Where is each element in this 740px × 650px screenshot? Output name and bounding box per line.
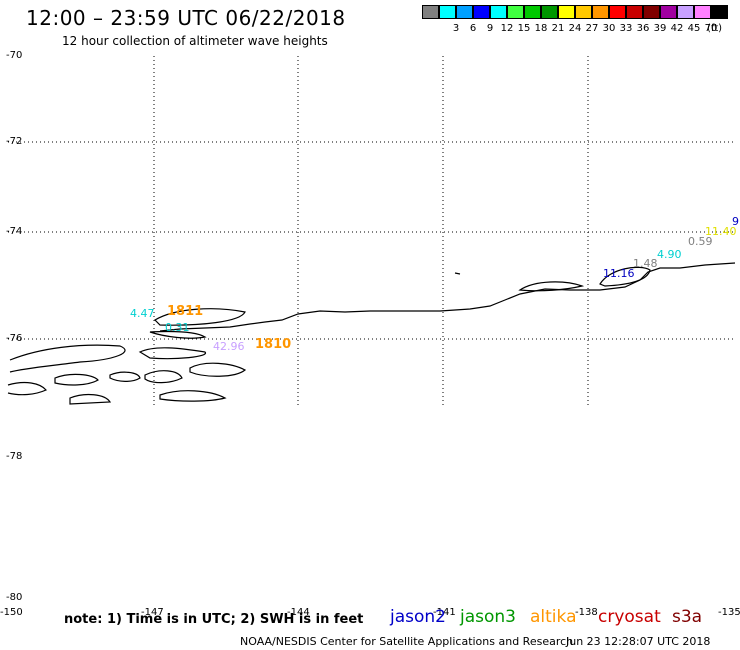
lat-label: -72	[6, 136, 23, 147]
lon-label: -144	[287, 607, 310, 618]
wave-height-label: 0.59	[688, 235, 713, 248]
color-swatch	[575, 5, 592, 19]
color-scale-label: 15	[517, 23, 531, 34]
lat-label: -76	[6, 333, 23, 344]
lat-label: -78	[6, 451, 23, 462]
color-scale-label: 45	[687, 23, 701, 34]
legend-s3a: s3a	[672, 607, 703, 627]
color-swatch	[643, 5, 660, 19]
color-swatch	[558, 5, 575, 19]
color-scale-label: 21	[551, 23, 565, 34]
color-scale-label: 24	[568, 23, 582, 34]
wave-height-label: 4.90	[657, 248, 682, 261]
color-swatch	[490, 5, 507, 19]
generation-timestamp: Jun 23 12:28:07 UTC 2018	[566, 635, 711, 648]
color-swatch	[626, 5, 643, 19]
color-scale-label: 9	[486, 23, 494, 34]
lat-label: -74	[6, 226, 23, 237]
color-swatch	[456, 5, 473, 19]
color-scale-label: 6	[469, 23, 477, 34]
footer-note: note: 1) Time is in UTC; 2) SWH is in fe…	[64, 612, 364, 627]
wave-height-label: 4.47	[130, 307, 155, 320]
wave-height-label: 11.40	[705, 225, 737, 238]
lat-label: -70	[6, 50, 23, 61]
color-scale-label: 42	[670, 23, 684, 34]
legend-jason3: jason3	[460, 607, 516, 627]
wave-height-label: 1.48	[633, 257, 658, 270]
legend-altika: altika	[530, 607, 577, 627]
color-swatch	[592, 5, 609, 19]
coastline	[7, 262, 736, 405]
wave-time-label: 1810	[255, 337, 292, 352]
color-swatch	[524, 5, 541, 19]
credit-line: NOAA/NESDIS Center for Satellite Applica…	[240, 635, 574, 648]
color-swatch	[694, 5, 711, 19]
color-scale-label: 30	[602, 23, 616, 34]
color-swatch	[711, 5, 728, 19]
wave-height-label: 9	[732, 215, 739, 228]
color-scale-label: 3	[452, 23, 460, 34]
color-swatch	[609, 5, 626, 19]
color-scale-label: 39	[653, 23, 667, 34]
lon-label: -150	[0, 607, 23, 618]
color-swatch	[507, 5, 524, 19]
color-swatch	[473, 5, 490, 19]
lon-label: -141	[433, 607, 456, 618]
color-swatch	[677, 5, 694, 19]
color-scale-label: 27	[585, 23, 599, 34]
chart-title: 12:00 – 23:59 UTC 06/22/2018	[26, 6, 346, 30]
color-swatch	[541, 5, 558, 19]
color-scale-label: 33	[619, 23, 633, 34]
wave-height-label: 11.16	[603, 267, 635, 280]
wave-height-label: 0.31	[165, 321, 190, 334]
color-scale-label: 12	[500, 23, 514, 34]
lon-label: -138	[575, 607, 598, 618]
legend-jason2: jason2	[390, 607, 446, 627]
color-scale-label: 70	[704, 23, 718, 34]
color-swatch	[660, 5, 677, 19]
lon-label: -135	[718, 607, 740, 618]
color-swatch	[422, 5, 439, 19]
wave-time-label: 1811	[167, 304, 204, 319]
chart-subtitle: 12 hour collection of altimeter wave hei…	[62, 34, 328, 48]
color-scale-label: 36	[636, 23, 650, 34]
lat-label: -80	[6, 592, 23, 603]
legend-cryosat: cryosat	[598, 607, 661, 627]
lon-label: -147	[141, 607, 164, 618]
color-scale-label: 18	[534, 23, 548, 34]
color-scale-unit: (ft)	[707, 23, 723, 34]
color-swatch	[439, 5, 456, 19]
wave-height-label: 42.96	[213, 340, 245, 353]
